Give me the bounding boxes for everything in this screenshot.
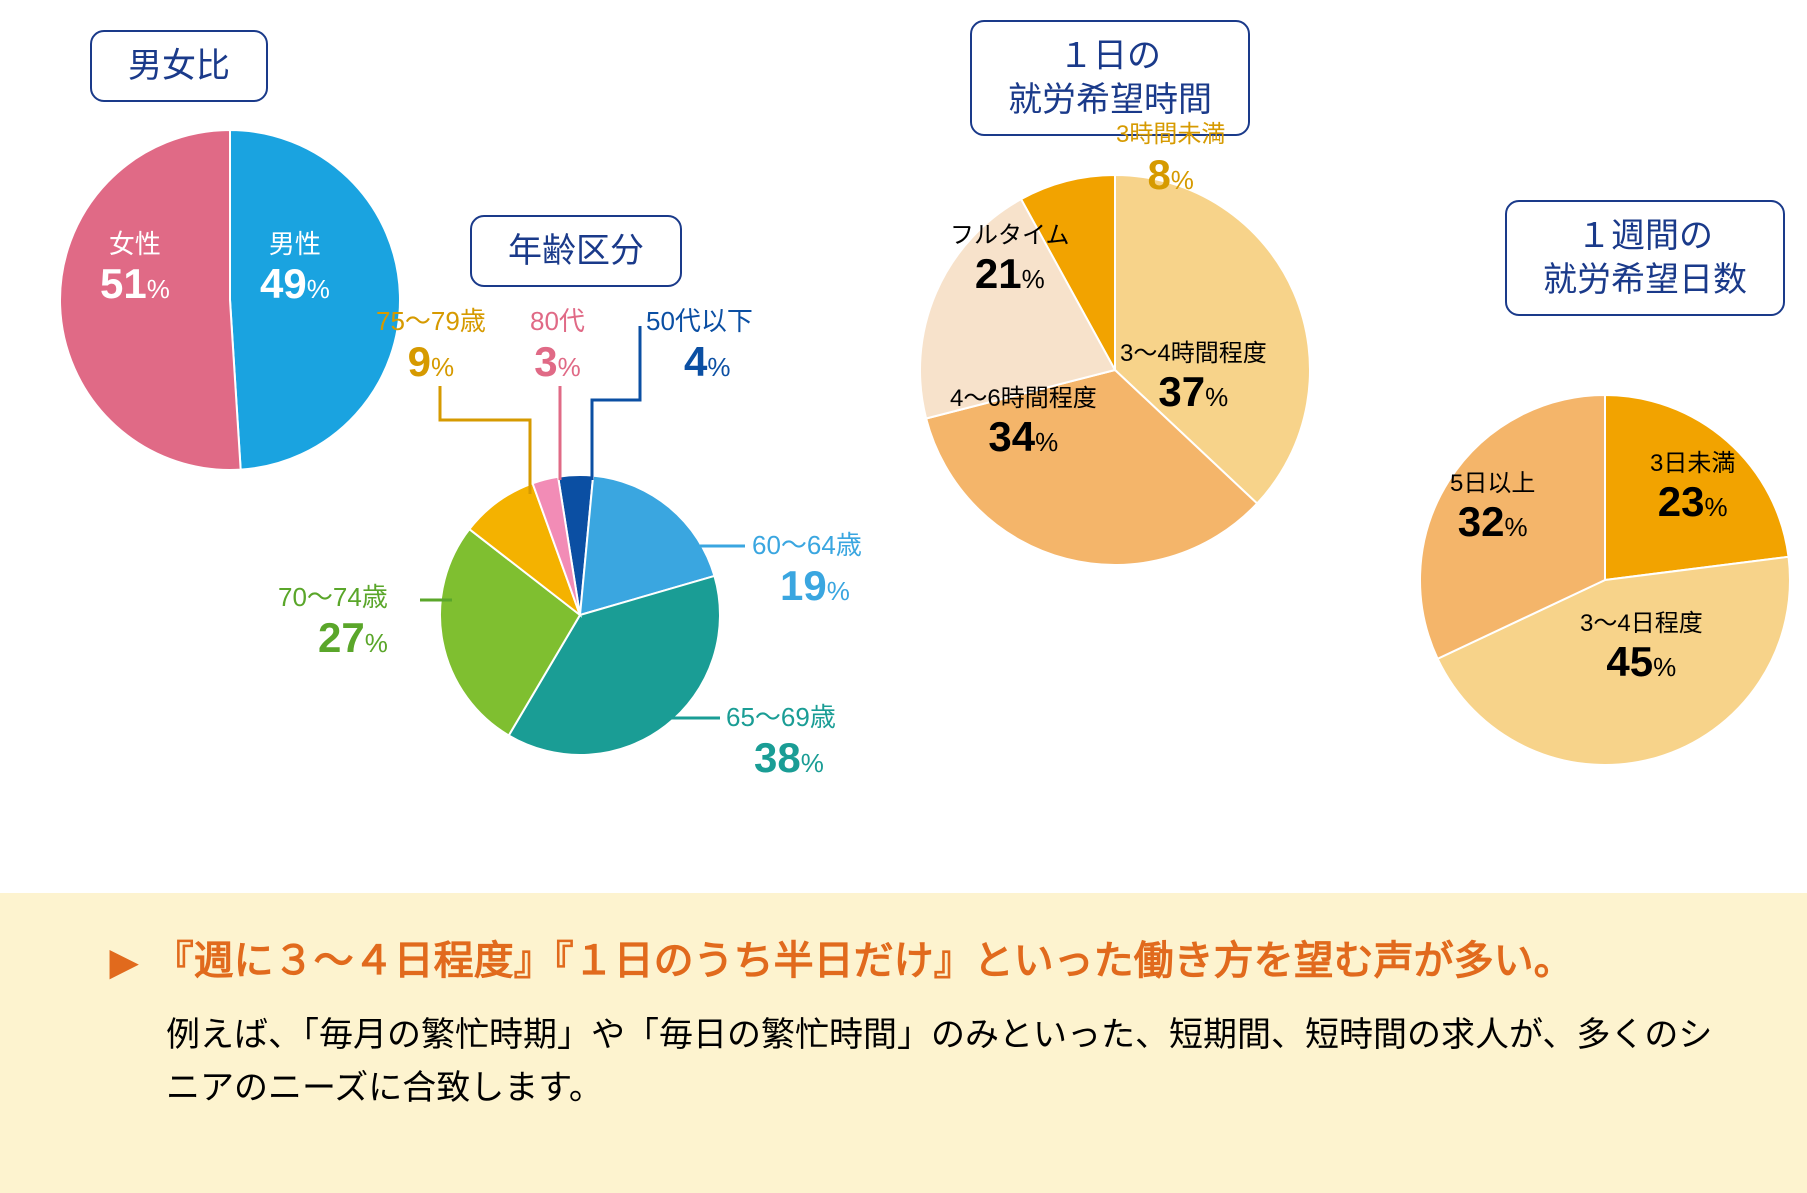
- panel-title-gender: 男女比: [90, 30, 268, 102]
- footer-box: ▶『週に３〜４日程度』『１日のうち半日だけ』といった働き方を望む声が多い。 例え…: [0, 893, 1807, 1193]
- age-legend-70: 70〜74歳 27%: [278, 582, 388, 664]
- days-5plus-label: 5日以上 32%: [1450, 470, 1535, 546]
- age-legend-80: 80代 3%: [530, 306, 585, 388]
- charts-area: 男女比 男性 49% 女性 51% 年齢区分 50代以下 4% 60〜64歳 1…: [0, 0, 1807, 890]
- gender-male-label: 男性 49%: [260, 230, 330, 308]
- gender-female-label: 女性 51%: [100, 230, 170, 308]
- panel-title-days: １週間の就労希望日数: [1505, 200, 1785, 316]
- hours-3-4-label: 3〜4時間程度 37%: [1120, 340, 1267, 416]
- triangle-icon: ▶: [110, 937, 138, 987]
- age-legend-65: 65〜69歳 38%: [726, 702, 836, 784]
- age-legend-60: 60〜64歳 19%: [752, 530, 862, 612]
- footer-body: 例えば、「毎月の繁忙時期」や「毎日の繁忙時間」のみといった、短期間、短時間の求人…: [166, 1009, 1727, 1114]
- hours-legend-under3: 3時間未満 8%: [1116, 118, 1225, 200]
- page-root: 男女比 男性 49% 女性 51% 年齢区分 50代以下 4% 60〜64歳 1…: [0, 0, 1807, 1193]
- age-legend-75: 75〜79歳 9%: [376, 306, 486, 388]
- hours-4-6-label: 4〜6時間程度 34%: [950, 385, 1097, 461]
- days-3-4-label: 3〜4日程度 45%: [1580, 610, 1703, 686]
- days-under3-label: 3日未満 23%: [1650, 450, 1735, 526]
- footer-headline: ▶『週に３〜４日程度』『１日のうち半日だけ』といった働き方を望む声が多い。: [110, 933, 1727, 989]
- hours-fulltime-label: フルタイム 21%: [950, 222, 1070, 298]
- panel-title-age: 年齢区分: [470, 215, 682, 287]
- pie-age: [440, 475, 720, 755]
- age-legend-50: 50代以下 4%: [646, 306, 753, 388]
